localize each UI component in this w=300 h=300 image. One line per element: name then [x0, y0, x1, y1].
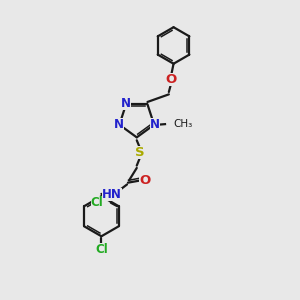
Text: Cl: Cl: [95, 243, 108, 256]
Text: HN: HN: [102, 188, 122, 201]
Text: CH₃: CH₃: [174, 118, 193, 128]
Text: N: N: [150, 118, 160, 131]
Text: N: N: [121, 97, 131, 110]
Text: S: S: [136, 146, 145, 159]
Text: N: N: [114, 118, 124, 131]
Text: O: O: [166, 73, 177, 85]
Text: Cl: Cl: [91, 196, 103, 209]
Text: O: O: [140, 173, 151, 187]
